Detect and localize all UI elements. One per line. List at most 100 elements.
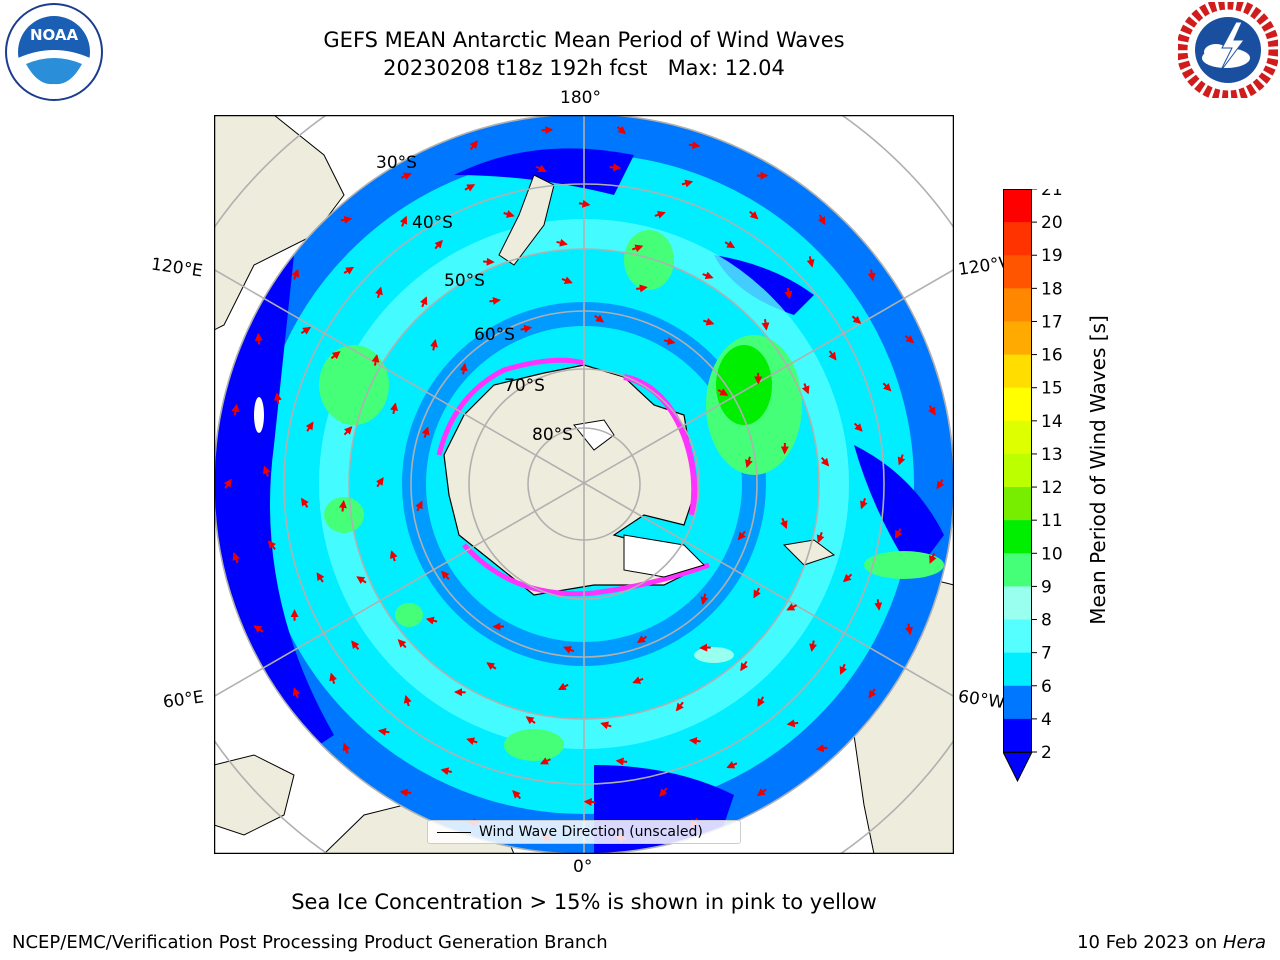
wave-direction-arrow — [745, 456, 753, 468]
wave-direction-arrow — [726, 761, 738, 769]
wave-direction-arrow — [688, 141, 701, 150]
wave-direction-arrow — [291, 268, 300, 280]
lat-label-60s: 60°S — [474, 325, 515, 345]
footer-date: 10 Feb 2023 on — [1077, 932, 1223, 953]
colorbar-block — [1003, 487, 1032, 521]
wave-direction-arrow — [503, 210, 515, 218]
wave-direction-arrow — [563, 646, 575, 654]
wave-direction-arrow — [441, 570, 450, 580]
wave-direction-arrow — [305, 421, 314, 432]
wave-direction-arrow — [223, 478, 232, 489]
wave-direction-arrow — [860, 498, 868, 510]
wave-direction-arrow — [231, 403, 240, 416]
wave-direction-arrow — [262, 465, 271, 477]
colorbar-tick-label: 16 — [1041, 346, 1063, 366]
wave-direction-arrow — [459, 362, 468, 375]
wave-direction-arrow — [356, 576, 367, 585]
wave-direction-arrow — [486, 662, 497, 671]
wave-direction-arrow — [539, 757, 551, 765]
wave-direction-arrow — [867, 269, 876, 282]
wave-direction-arrow — [757, 696, 765, 707]
wave-direction-arrow — [425, 616, 438, 625]
wave-direction-arrow — [561, 276, 573, 284]
lat-label-50s: 50°S — [444, 271, 485, 291]
wave-direction-arrow — [815, 744, 828, 753]
wave-direction-arrow — [929, 552, 937, 564]
wave-direction-arrow — [343, 266, 355, 275]
wave-direction-arrow — [389, 550, 398, 562]
wave-direction-arrow — [905, 623, 913, 636]
wave-direction-arrow — [469, 140, 478, 151]
wave-direction-arrow — [928, 405, 936, 416]
wave-direction-arrow — [594, 314, 605, 323]
colorbar-tick-label: 9 — [1041, 577, 1052, 597]
colorbar-block — [1003, 619, 1032, 654]
wave-direction-arrow — [400, 172, 412, 181]
lon-label-180: 180° — [560, 88, 601, 108]
wave-direction-arrow — [371, 354, 380, 366]
wave-direction-arrow — [702, 271, 714, 280]
colorbar-tick-label: 8 — [1041, 611, 1052, 631]
lat-label-30s: 30°S — [376, 153, 417, 173]
wave-direction-arrow — [466, 737, 478, 746]
legend-label: Wind Wave Direction (unscaled) — [479, 824, 703, 840]
noaa-logo: NOAA — [4, 2, 104, 102]
wave-direction-arrow — [316, 572, 325, 583]
colorbar: 21 20 19 18 17 16 15 14 13 12 11 10 9 8 7 6 4 2 — [1002, 180, 1093, 793]
wave-direction-arrow — [399, 215, 408, 227]
wave-direction-arrow — [375, 477, 384, 488]
colorbar-tick-label: 19 — [1041, 246, 1063, 266]
wave-direction-arrow — [421, 426, 430, 438]
wave-direction-arrow — [851, 315, 862, 324]
wave-direction-arrow — [273, 392, 282, 404]
wave-direction-arrow — [430, 339, 438, 351]
wave-direction-arrow — [616, 125, 627, 135]
wave-direction-arrow — [868, 688, 877, 699]
wave-direction-arrow — [397, 639, 407, 649]
wave-direction-arrow — [578, 199, 591, 208]
wave-direction-arrow — [936, 479, 945, 490]
wave-direction-arrow — [351, 640, 360, 651]
wave-direction-arrow — [338, 499, 347, 512]
wave-direction-arrow — [689, 736, 701, 745]
wave-direction-arrow — [464, 184, 476, 192]
footer-host: Hera — [1222, 932, 1266, 953]
wave-direction-arrow — [440, 767, 453, 776]
colorbar-tick-label: 15 — [1041, 379, 1063, 399]
wave-direction-arrow — [340, 215, 353, 224]
wave-direction-arrow — [894, 528, 903, 539]
colorbar-tick-label: 2 — [1041, 743, 1052, 763]
colorbar-block — [1003, 420, 1032, 455]
wave-direction-arrow — [330, 351, 341, 360]
wave-direction-arrow — [535, 164, 547, 173]
wave-direction-arrow — [254, 332, 263, 345]
colorbar-tick-label: 12 — [1041, 478, 1063, 498]
wave-direction-arrow — [377, 727, 390, 736]
wave-direction-arrow — [343, 426, 353, 436]
antarctica-land — [436, 357, 710, 597]
colorbar-block — [1003, 354, 1032, 389]
wave-direction-arrow — [300, 326, 312, 335]
lat-label-40s: 40°S — [412, 213, 453, 233]
wave-direction-arrow — [761, 319, 770, 331]
wave-direction-arrow — [816, 531, 825, 544]
polar-map: 30°S 40°S 50°S 60°S 70°S 80°S — [214, 115, 954, 854]
wave-direction-arrow — [489, 296, 501, 305]
colorbar-extend-arrow — [1002, 751, 1033, 783]
colorbar-title: Mean Period of Wind Waves [s] — [1086, 315, 1110, 625]
nws-logo — [1176, 0, 1280, 102]
wave-direction-arrow — [828, 350, 837, 361]
colorbar-block — [1003, 652, 1032, 687]
wave-direction-arrow — [375, 286, 383, 298]
lat-label-70s: 70°S — [504, 376, 545, 396]
wave-direction-arrow — [681, 179, 694, 188]
wave-direction-arrow — [675, 701, 684, 712]
wave-direction-arrow — [663, 337, 676, 346]
wave-direction-arrow — [809, 640, 817, 652]
wave-direction-arrow — [483, 257, 495, 266]
colorbar-block — [1003, 189, 1032, 223]
colorbar-tick-label: 10 — [1041, 544, 1063, 564]
wave-direction-arrow — [419, 296, 428, 308]
colorbar-tick-label: 17 — [1041, 312, 1063, 332]
wave-direction-arrow — [520, 324, 533, 333]
